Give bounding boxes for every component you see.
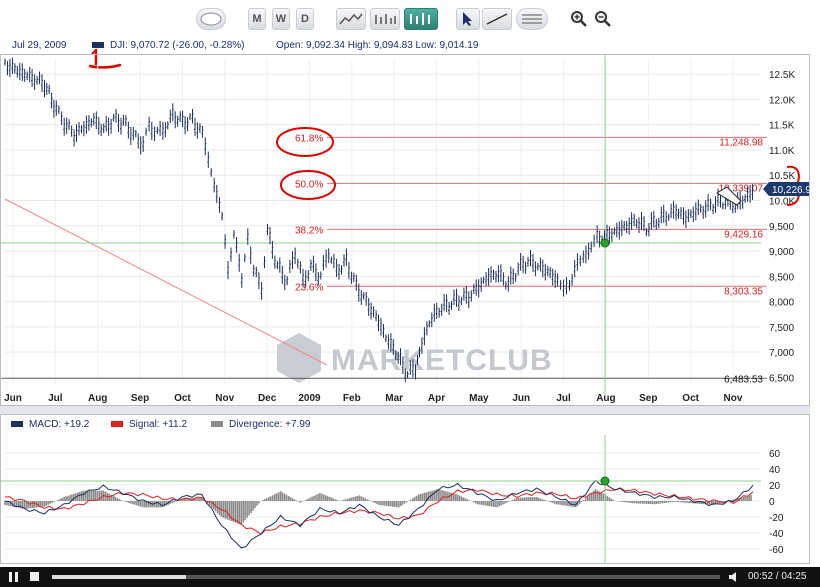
price-series-bars	[4, 57, 754, 383]
fib-level-percent: 38.2%	[295, 225, 323, 236]
price-x-tick-label: Aug	[596, 393, 615, 404]
volume-icon[interactable]	[728, 571, 740, 583]
zoom-in-icon[interactable]	[568, 8, 590, 30]
fib-level-percent: 50.0%	[295, 179, 323, 190]
series-color-swatch	[92, 42, 104, 48]
watermark: MARKETCLUB	[331, 344, 553, 377]
macd-y-tick-label: 60	[769, 449, 781, 460]
trendline-tool-icon[interactable]	[482, 8, 512, 30]
macd-legend-label: Divergence: +7.99	[229, 419, 311, 430]
price-chart[interactable]: MARKETCLUB 61.8% 11,248.98 50.0% 10,339.07 3…	[1, 55, 809, 405]
macd-y-tick-label: 20	[769, 481, 781, 492]
progress-track[interactable]	[52, 575, 720, 579]
player-time: 00:52 / 04:25	[748, 571, 807, 582]
low-level-value: 6,483.53	[724, 374, 763, 385]
price-x-tick-label: Nov	[724, 393, 743, 404]
signal-marker	[600, 238, 610, 248]
price-x-tick-label: Oct	[682, 393, 699, 404]
trend-line	[4, 198, 328, 366]
price-x-tick-label: Jul	[556, 393, 571, 404]
comment-icon[interactable]	[196, 8, 226, 30]
price-x-tick-label: Nov	[215, 393, 234, 404]
macd-line	[4, 479, 754, 549]
candlestick-chart-icon[interactable]	[404, 8, 438, 30]
price-x-tick-label: Feb	[343, 393, 361, 404]
price-panel: MARKETCLUB 61.8% 11,248.98 50.0% 10,339.07 3…	[0, 54, 810, 406]
cursor-icon	[716, 186, 742, 206]
macd-legend-label: Signal: +11.2	[129, 419, 187, 430]
price-y-tick-label: 7,500	[769, 323, 794, 334]
last-value-badge	[763, 182, 809, 197]
price-y-tick-label: 6,500	[769, 373, 794, 384]
last-value-label: 10,226.94	[772, 185, 809, 196]
quote-info-bar: Jul 29, 2009 DJI: 9,070.72 (-26.00, -0.2…	[0, 36, 820, 54]
fib-level-value: 11,248.98	[719, 137, 763, 148]
price-x-tick-label: Jun	[512, 393, 530, 404]
price-y-tick-label: 8,000	[769, 298, 794, 309]
macd-legend-swatch	[111, 421, 123, 427]
progress-fill	[52, 575, 186, 579]
price-x-tick-label: Aug	[88, 393, 107, 404]
price-y-tick-label: 12.0K	[769, 95, 795, 106]
annotation-circle-61	[276, 127, 334, 157]
hand-annotation	[88, 48, 122, 69]
fibonacci-tool-icon[interactable]	[516, 8, 548, 30]
macd-legend-swatch	[211, 421, 223, 427]
video-player-bar: 00:52 / 04:25	[0, 567, 820, 587]
macd-legend-swatch	[11, 421, 23, 427]
stop-icon[interactable]	[30, 572, 40, 582]
panel-separator[interactable]	[0, 406, 810, 414]
macd-y-tick-label: -20	[769, 513, 784, 524]
price-y-tick-label: 10.5K	[769, 171, 795, 182]
fib-level-value: 9,429.16	[724, 229, 763, 240]
pointer-tool-icon[interactable]	[456, 8, 480, 30]
price-y-tick-label: 8,500	[769, 272, 794, 283]
price-x-tick-label: May	[469, 393, 489, 404]
play-pause-icon[interactable]	[8, 572, 20, 582]
quote-date: Jul 29, 2009	[12, 40, 67, 51]
price-y-tick-label: 9,500	[769, 222, 794, 233]
macd-y-tick-label: -60	[769, 545, 784, 556]
fib-level-percent: 23.6%	[295, 282, 323, 293]
symbol-quote: DJI: 9,070.72 (-26.00, -0.28%)	[110, 40, 245, 51]
macd-legend-label: MACD: +19.2	[29, 419, 90, 430]
macd-chart[interactable]: MACD: +19.2 Signal: +11.2 Divergence: +7.9…	[1, 415, 809, 563]
annotation-circle-50	[280, 170, 336, 200]
price-x-tick-label: Dec	[258, 393, 277, 404]
price-x-tick-label: Sep	[131, 393, 149, 404]
period-month-button[interactable]: M	[248, 8, 266, 30]
divergence-histogram	[4, 489, 752, 525]
price-x-tick-label: 2009	[298, 393, 321, 404]
price-y-tick-label: 10.0K	[769, 197, 795, 208]
toolbar: M W D	[0, 0, 820, 36]
price-y-tick-label: 7,000	[769, 348, 794, 359]
fib-level-percent: 61.8%	[295, 133, 323, 144]
price-x-tick-label: Apr	[428, 393, 445, 404]
macd-y-tick-label: 40	[769, 465, 781, 476]
price-x-tick-label: Jun	[4, 393, 22, 404]
fib-level-value: 10,339.07	[719, 183, 764, 194]
signal-line	[4, 487, 754, 536]
macd-y-tick-label: 0	[769, 497, 775, 508]
period-week-button[interactable]: W	[272, 8, 290, 30]
watermark-logo	[277, 333, 321, 383]
price-y-tick-label: 11.0K	[769, 146, 795, 157]
price-x-tick-label: Sep	[639, 393, 657, 404]
price-x-tick-label: Oct	[174, 393, 191, 404]
bar-chart-icon[interactable]	[370, 8, 400, 30]
macd-y-tick-label: -40	[769, 529, 784, 540]
macd-signal-marker	[600, 476, 610, 486]
price-y-tick-label: 12.5K	[769, 70, 795, 81]
ohlc-values: Open: 9,092.34 High: 9,094.83 Low: 9,014…	[276, 40, 479, 51]
line-chart-icon[interactable]	[336, 8, 366, 30]
period-day-button[interactable]: D	[296, 8, 314, 30]
price-y-tick-label: 11.5K	[769, 121, 795, 132]
price-x-tick-label: Jul	[48, 393, 63, 404]
macd-panel: MACD: +19.2 Signal: +11.2 Divergence: +7.9…	[0, 414, 810, 564]
fib-level-value: 8,303.35	[724, 286, 763, 297]
price-x-tick-label: Mar	[385, 393, 403, 404]
zoom-out-icon[interactable]	[592, 8, 614, 30]
price-y-tick-label: 9,000	[769, 247, 794, 258]
